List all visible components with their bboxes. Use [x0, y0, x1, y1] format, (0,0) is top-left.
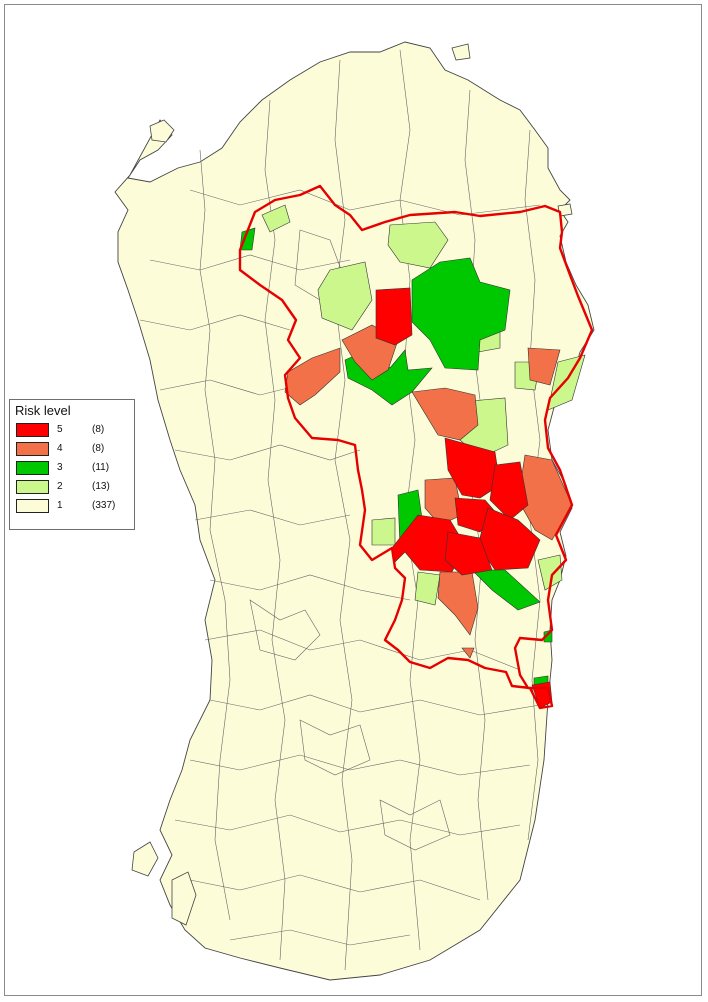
municipality-level4 — [424, 477, 463, 526]
island-san-pietro — [131, 841, 159, 877]
legend-row-level-3: 3 (11) — [16, 461, 130, 476]
legend-row-level-1: 1 (337) — [16, 499, 130, 514]
legend-swatch — [16, 423, 49, 437]
municipality-level5 — [375, 287, 413, 346]
legend-level-label: 4 — [57, 443, 63, 454]
legend-level-label: 1 — [57, 500, 63, 511]
legend-count-label: (13) — [92, 481, 110, 492]
legend-count-label: (11) — [92, 462, 110, 473]
municipality-level3 — [411, 257, 511, 371]
municipality-level4 — [461, 647, 475, 659]
municipality-level3 — [239, 227, 256, 251]
municipality-level5 — [444, 437, 501, 499]
legend-level-label: 2 — [57, 481, 63, 492]
legend-swatch — [16, 461, 49, 475]
legend-row-level-5: 5 (8) — [16, 423, 130, 438]
municipality-level2 — [261, 204, 291, 233]
study-area-outline — [238, 184, 594, 710]
legend-title: Risk level — [15, 403, 71, 418]
municipality-level2 — [371, 517, 396, 546]
municipality-level2 — [537, 554, 563, 591]
island-north-east — [451, 43, 471, 61]
legend: Risk level 5 (8) 4 (8) 3 (11) 2 (13) 1 (… — [9, 399, 135, 530]
island-landmass — [114, 41, 595, 981]
legend-level-label: 3 — [57, 462, 63, 473]
island-asinara — [149, 119, 175, 143]
municipality-level5 — [444, 531, 493, 576]
island-sant-antioco — [171, 871, 197, 926]
legend-swatch — [16, 480, 49, 494]
legend-count-label: (8) — [92, 443, 105, 454]
municipality-level2 — [547, 354, 586, 411]
municipality-level2 — [414, 571, 441, 606]
legend-swatch — [16, 442, 49, 456]
legend-level-label: 5 — [57, 424, 63, 435]
municipality-level5 — [489, 461, 529, 521]
legend-count-label: (8) — [92, 424, 105, 435]
legend-row-level-2: 2 (13) — [16, 480, 130, 495]
legend-swatch — [16, 499, 49, 513]
legend-row-level-4: 4 (8) — [16, 442, 130, 457]
municipality-level4 — [527, 347, 561, 386]
legend-count-label: (337) — [92, 500, 116, 511]
municipality-level2 — [387, 221, 449, 269]
risk-municipalities — [239, 204, 586, 709]
municipality-level4 — [411, 387, 479, 441]
municipality-level2 — [317, 261, 373, 331]
